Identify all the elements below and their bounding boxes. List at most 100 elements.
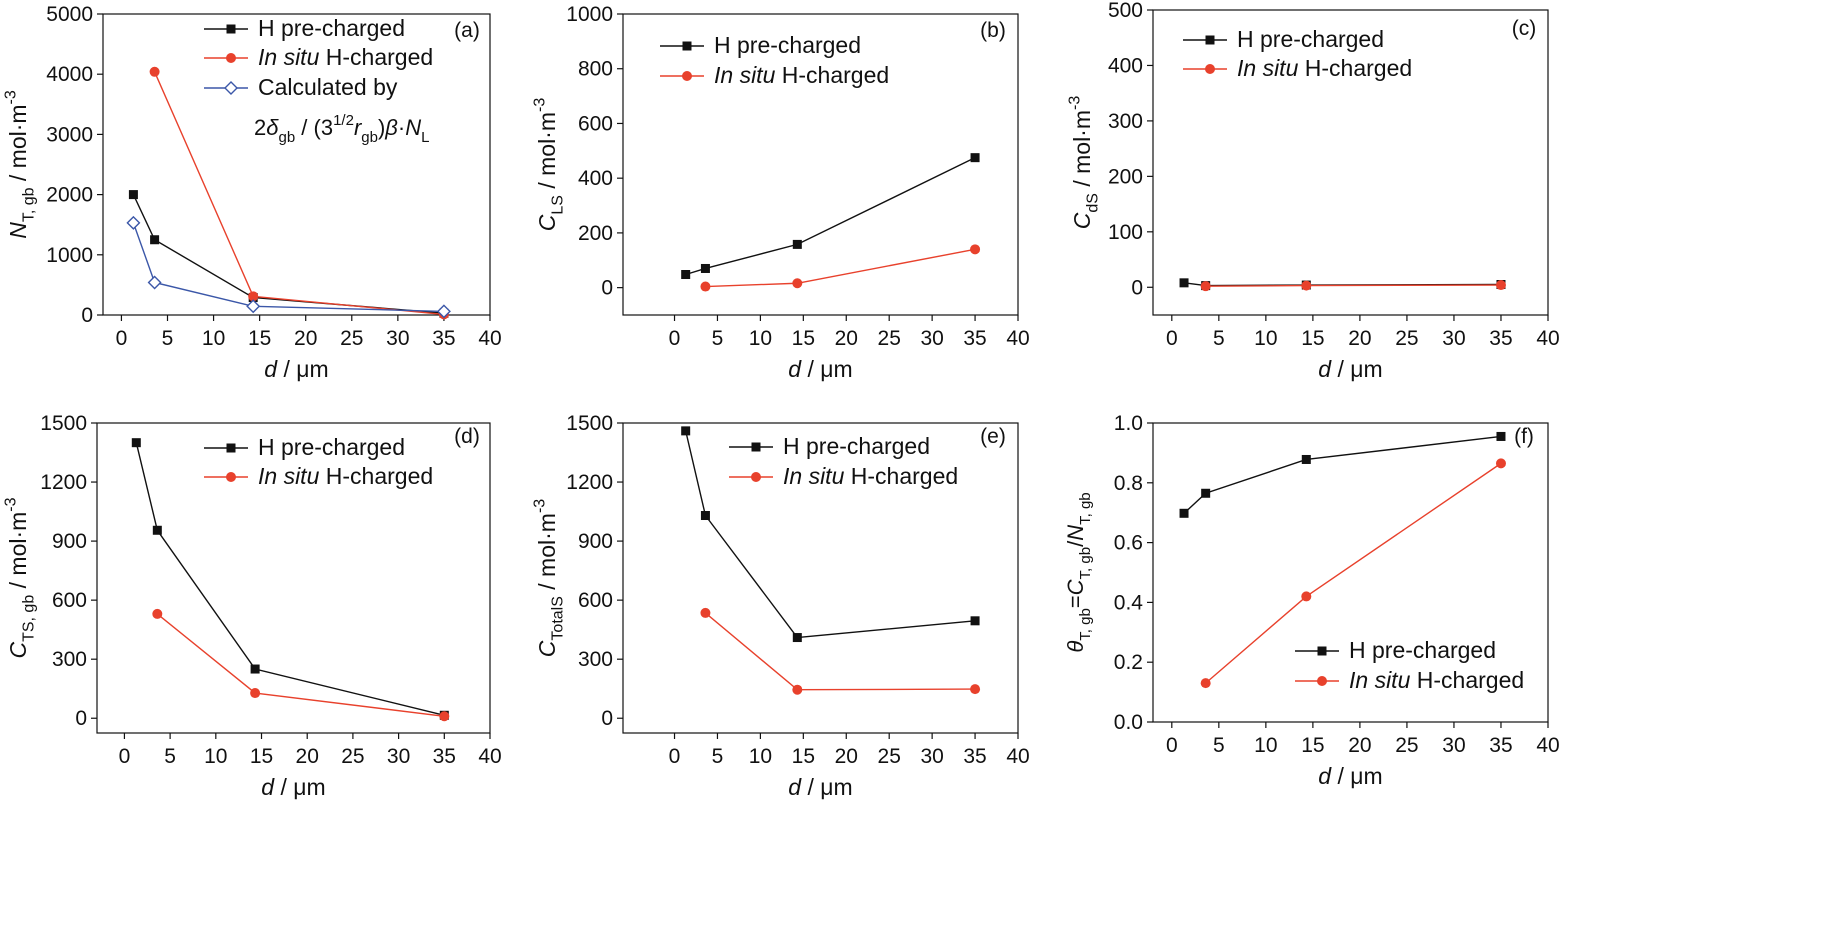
y-tick-label: 300	[1108, 110, 1143, 133]
data-point	[1301, 454, 1311, 464]
x-tick-label: 0	[1166, 734, 1178, 757]
series-1	[700, 607, 981, 695]
y-tick-label: 1.0	[1114, 412, 1143, 435]
plot-frame	[1152, 422, 1549, 723]
data-point	[149, 66, 160, 77]
data-point	[439, 711, 450, 722]
series-1	[700, 244, 981, 292]
x-tick-label: 5	[712, 327, 724, 350]
data-point	[150, 235, 160, 245]
legend-label: H pre-charged	[258, 15, 405, 41]
legend-marker	[224, 81, 238, 95]
x-tick-label: 15	[248, 327, 271, 350]
data-point	[1495, 458, 1506, 469]
x-tick-label: 20	[835, 327, 858, 350]
y-tick-label: 200	[578, 222, 613, 245]
panel-label: (b)	[980, 19, 1006, 42]
y-tick-label: 1200	[40, 471, 87, 494]
series-0	[1179, 278, 1506, 291]
y-tick-label: 2000	[46, 184, 93, 207]
x-tick-label: 5	[1213, 734, 1225, 757]
data-point	[681, 270, 691, 280]
x-axis-label: d / μm	[264, 356, 328, 382]
y-tick-label: 0.8	[1114, 472, 1143, 495]
series-1	[149, 66, 449, 320]
x-tick-label: 40	[1006, 745, 1029, 768]
legend-label: In situ H-charged	[1237, 55, 1412, 81]
y-tick-label: 400	[1108, 54, 1143, 77]
legend-label: H pre-charged	[783, 433, 930, 459]
legend-entry-0: H pre-charged	[1183, 26, 1384, 52]
x-tick-label: 0	[116, 327, 128, 350]
y-tick-label: 100	[1108, 221, 1143, 244]
series-0	[681, 153, 980, 280]
y-tick-label: 0	[75, 707, 87, 730]
x-tick-label: 25	[340, 327, 363, 350]
x-tick-label: 5	[164, 745, 176, 768]
plot-frame	[96, 422, 491, 734]
x-tick-label: 30	[1442, 734, 1465, 757]
panel-d: 0 5 10 15 20 25 30 35 40 0 300 600 900 1200 1500 (d) d /…	[3, 412, 502, 800]
x-tick-label: 5	[712, 745, 724, 768]
data-point	[970, 616, 980, 626]
y-tick-label: 0	[1131, 276, 1143, 299]
x-tick-label: 40	[1006, 327, 1029, 350]
x-tick-label: 20	[1348, 734, 1371, 757]
x-tick-label: 15	[250, 745, 273, 768]
data-point	[970, 684, 981, 695]
y-tick-label: 0	[601, 277, 613, 300]
series-line	[153, 71, 444, 316]
x-tick-label: 0	[1166, 327, 1178, 350]
data-point	[436, 304, 451, 319]
panel-label: (c)	[1512, 17, 1537, 40]
plot-frame	[102, 13, 491, 316]
x-tick-label: 25	[1395, 327, 1418, 350]
legend-entry-0: H pre-charged	[204, 15, 405, 41]
data-point	[147, 275, 162, 290]
data-point	[1200, 678, 1211, 689]
x-axis-label: d / μm	[1318, 763, 1382, 789]
legend-marker	[682, 71, 692, 81]
x-tick-label: 35	[432, 327, 455, 350]
data-point	[1201, 488, 1211, 498]
x-tick-label: 10	[202, 327, 225, 350]
legend-label: In situ H-charged	[258, 44, 433, 70]
x-tick-label: 25	[341, 745, 364, 768]
panel-e: 0 5 10 15 20 25 30 35 40 0 300 600 900 1200 1500 (e) d /…	[532, 412, 1030, 800]
panel-label: (a)	[454, 19, 480, 42]
x-tick-label: 5	[162, 327, 174, 350]
legend-entry-2: Calculated by 2δgb / (31/2rgb)β·NL	[204, 74, 429, 146]
series-0	[1179, 431, 1506, 518]
legend-marker	[1317, 646, 1327, 656]
x-axis-label: d / μm	[788, 774, 852, 800]
y-tick-label: 200	[1108, 165, 1143, 188]
x-tick-label: 35	[1489, 734, 1512, 757]
y-tick-label: 400	[578, 167, 613, 190]
data-point	[250, 688, 261, 699]
x-tick-label: 30	[920, 327, 943, 350]
x-tick-label: 30	[387, 745, 410, 768]
legend-label: In situ H-charged	[714, 62, 889, 88]
legend-label: H pre-charged	[1349, 637, 1496, 663]
legend-entry-1: In situ H-charged	[204, 463, 433, 489]
y-tick-label: 1000	[566, 3, 613, 26]
series-line	[132, 222, 444, 313]
x-tick-label: 20	[296, 745, 319, 768]
legend-formula: 2δgb / (31/2rgb)β·NL	[254, 112, 429, 146]
legend-marker	[1205, 35, 1215, 45]
y-tick-label: 800	[578, 58, 613, 81]
data-point	[1496, 431, 1506, 441]
y-tick-label: 5000	[46, 3, 93, 26]
series-1	[1200, 458, 1506, 689]
legend-entry-0: H pre-charged	[204, 434, 405, 460]
y-axis-label: CTotalS / mol·m-3	[532, 499, 567, 657]
y-tick-label: 600	[52, 589, 87, 612]
data-point	[131, 438, 141, 448]
y-tick-label: 1500	[40, 412, 87, 435]
series-line	[685, 157, 976, 276]
x-tick-label: 35	[433, 745, 456, 768]
x-tick-label: 10	[1254, 734, 1277, 757]
y-axis-label: CdS / mol·m-3	[1067, 96, 1102, 230]
